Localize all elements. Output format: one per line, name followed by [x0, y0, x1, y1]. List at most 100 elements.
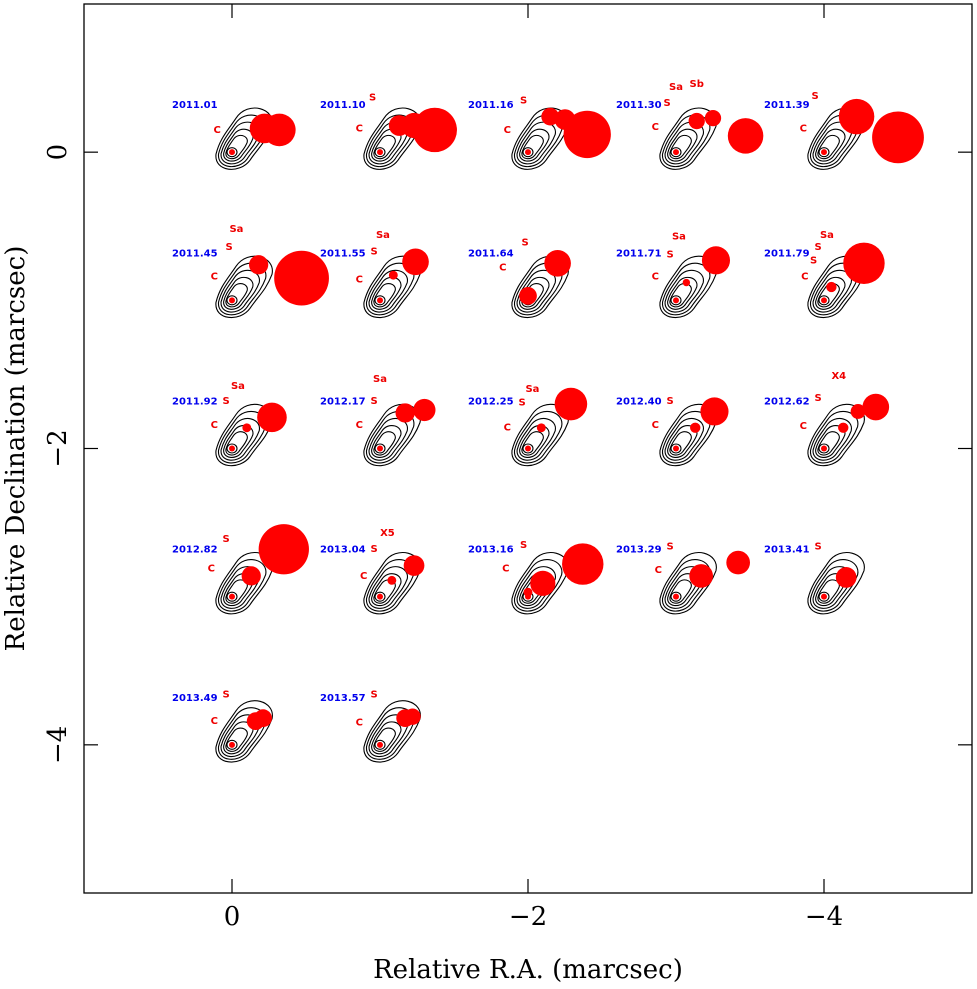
- component-circle: [249, 255, 269, 275]
- contour-line: [817, 283, 840, 308]
- component-circle: [850, 404, 866, 419]
- core-marker: [673, 297, 679, 304]
- contour-line: [218, 559, 267, 612]
- contour-line: [218, 262, 267, 316]
- component-circle: [541, 107, 560, 126]
- component-circle: [413, 398, 436, 422]
- epoch-label: 2012.82: [172, 545, 218, 556]
- core-marker: [377, 297, 383, 304]
- contour-core: [818, 443, 830, 454]
- component-circle: [388, 270, 398, 280]
- component-label: S: [518, 398, 525, 409]
- contour-line: [669, 579, 692, 604]
- epoch-label: 2012.40: [616, 397, 662, 408]
- component-circle: [838, 422, 849, 433]
- core-marker: [377, 741, 383, 748]
- component-circle: [523, 587, 533, 597]
- component-label: Sa: [669, 82, 683, 93]
- epoch-label: 2011.16: [468, 100, 514, 111]
- contour-line: [659, 552, 717, 615]
- contour-line: [662, 262, 711, 316]
- component-label: S: [666, 541, 673, 552]
- component-circle: [700, 397, 729, 426]
- component-circle: [241, 566, 261, 586]
- component-label: Sa: [820, 230, 834, 241]
- contour-line: [669, 134, 692, 160]
- contour-line: [373, 727, 396, 752]
- epoch-contours: [659, 552, 717, 615]
- contour-line: [223, 425, 254, 458]
- core-marker: [821, 149, 827, 156]
- contour-line: [516, 566, 556, 609]
- component-circle: [544, 249, 571, 277]
- contour-line: [810, 410, 859, 464]
- component-label: S: [369, 92, 376, 103]
- contour-core: [818, 591, 830, 602]
- component-circle: [412, 107, 457, 153]
- component-label: C: [356, 420, 363, 431]
- component-circle: [563, 110, 611, 159]
- epoch-label: 2013.41: [764, 545, 810, 556]
- contour-core: [374, 739, 386, 750]
- x-tick-label: −4: [805, 902, 843, 932]
- component-circle: [274, 250, 329, 306]
- component-label: S: [370, 544, 377, 555]
- component-label: C: [356, 123, 363, 134]
- contour-line: [521, 431, 544, 456]
- epoch-contours: [511, 255, 569, 318]
- component-label: S: [814, 242, 821, 253]
- contour-line: [664, 417, 704, 461]
- contour-line: [516, 417, 556, 461]
- contour-line: [225, 579, 248, 604]
- component-layer: [229, 98, 924, 748]
- contour-line: [514, 559, 563, 612]
- component-circle: [258, 524, 309, 575]
- core-marker: [673, 445, 679, 452]
- core-marker: [229, 445, 235, 452]
- y-tick-label: −4: [43, 726, 73, 764]
- component-circle: [701, 246, 731, 275]
- epoch-label: 2012.25: [468, 397, 514, 408]
- component-circle: [536, 423, 546, 433]
- component-label: S: [370, 246, 377, 257]
- epoch-contours: [807, 403, 865, 467]
- contour-core: [374, 295, 386, 306]
- component-label: C: [502, 563, 509, 574]
- component-circle: [263, 113, 296, 147]
- component-label: S: [222, 534, 229, 545]
- contour-line: [368, 566, 408, 609]
- component-label: S: [810, 255, 817, 266]
- component-label: C: [652, 420, 659, 431]
- contour-line: [662, 114, 711, 167]
- contour-line: [815, 276, 846, 310]
- contour-line: [514, 262, 563, 316]
- component-circle: [843, 242, 885, 285]
- component-label: C: [652, 122, 659, 133]
- contour-line: [225, 727, 248, 752]
- epoch-label: 2011.30: [616, 100, 662, 111]
- contour-core: [374, 443, 386, 454]
- contour-line: [817, 431, 840, 456]
- component-circle: [838, 98, 875, 135]
- component-label: C: [801, 272, 808, 283]
- epoch-label: 2011.92: [172, 397, 218, 408]
- epoch-label: 2011.39: [764, 100, 810, 111]
- contour-line: [669, 283, 692, 308]
- contour-line: [511, 403, 569, 467]
- contour-line: [662, 410, 711, 464]
- core-marker: [229, 297, 235, 304]
- component-label: C: [652, 272, 659, 283]
- core-marker: [525, 445, 531, 452]
- component-circle: [530, 570, 556, 596]
- component-label: S: [222, 689, 229, 700]
- component-circle: [554, 387, 588, 421]
- component-circle: [872, 111, 924, 164]
- y-tick-label: −2: [43, 429, 73, 467]
- contour-core: [226, 443, 238, 454]
- component-circle: [562, 543, 604, 585]
- y-axis-title: Relative Declination (marcsec): [1, 246, 31, 652]
- contour-line: [363, 403, 421, 467]
- contour-line: [373, 431, 396, 456]
- component-label: S: [370, 689, 377, 700]
- component-circle: [690, 422, 701, 433]
